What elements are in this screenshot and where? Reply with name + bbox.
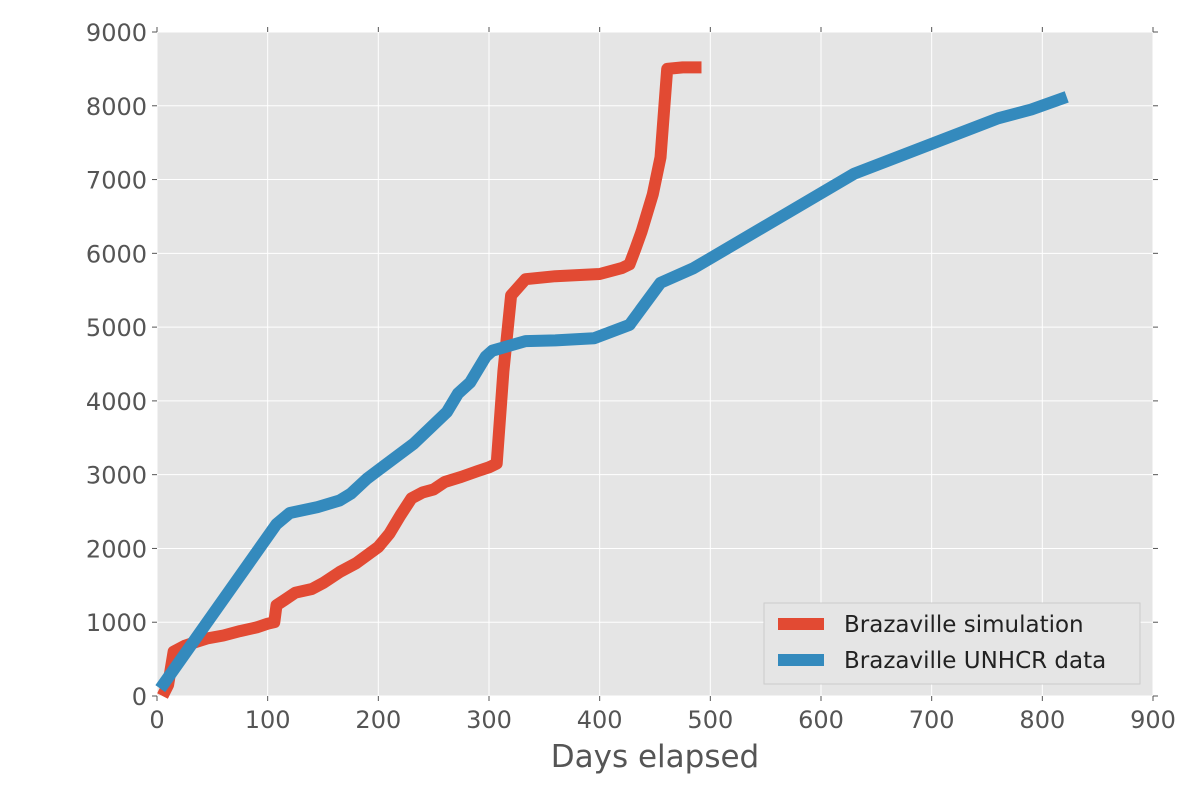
legend: Brazaville simulation Brazaville UNHCR da… [763,602,1141,685]
y-tick-label: 7000 [86,167,147,195]
x-tick-labels: 0 100 200 300 400 500 600 700 800 900 [149,706,1176,734]
y-tick-label: 4000 [86,388,147,416]
y-tick-label: 6000 [86,240,147,268]
y-tick-labels: 0 1000 2000 3000 4000 5000 6000 7000 8000 9000 [86,19,147,711]
plot-background [157,32,1153,696]
series-line-0 [157,61,702,699]
x-tick-label: 500 [687,706,733,734]
y-tick-label: 5000 [86,314,147,342]
y-tick-label: 3000 [86,462,147,490]
series-line-1 [155,91,1069,693]
legend-box [763,602,1141,685]
x-tick-label: 600 [798,706,844,734]
legend-label: Brazaville simulation [844,612,1084,638]
x-tick-label: 800 [1019,706,1065,734]
x-tick-label: 400 [577,706,623,734]
y-tick-label: 8000 [86,93,147,121]
series-lines [155,61,1069,699]
plot-area [157,32,1153,696]
x-axis-label: Days elapsed [551,739,759,775]
tick-marks [152,27,1158,701]
x-tick-label: 900 [1130,706,1176,734]
y-tick-label: 9000 [86,19,147,47]
x-tick-label: 100 [245,706,291,734]
y-tick-label: 1000 [86,609,147,637]
x-tick-label: 0 [149,706,164,734]
legend-label: Brazaville UNHCR data [844,648,1106,674]
y-tick-label: 2000 [86,535,147,563]
x-tick-label: 700 [909,706,955,734]
x-tick-label: 200 [355,706,401,734]
x-tick-label: 300 [466,706,512,734]
y-tick-label: 0 [132,683,147,711]
